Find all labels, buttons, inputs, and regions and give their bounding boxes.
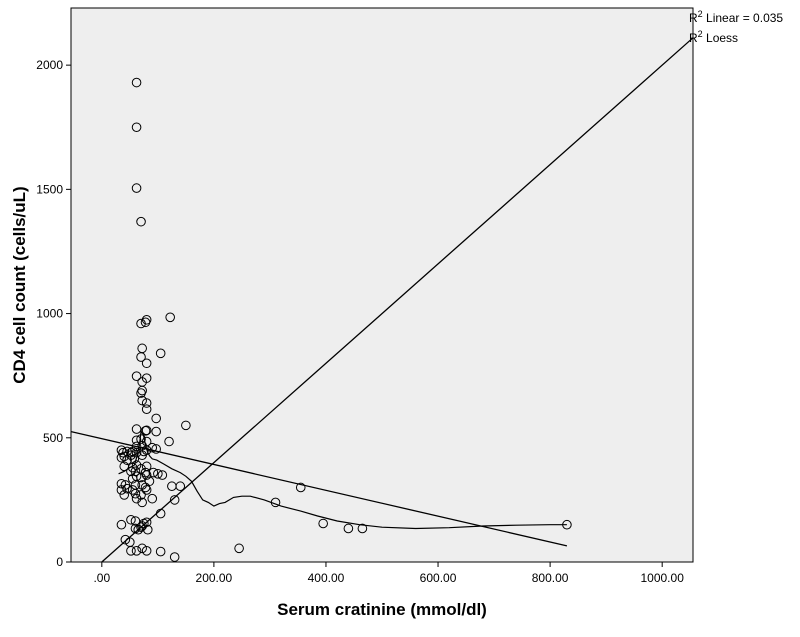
legend-entry: R2 Linear = 0.035 [689,9,783,25]
data-point [131,183,142,193]
data-point [141,546,152,556]
fit-lines [71,37,693,562]
legend-entry: R2 Loess [689,29,738,45]
x-axis-title: Serum cratinine (mmol/dl) [277,600,487,619]
data-point [131,371,142,381]
data-point [175,481,186,492]
x-tick-label: 200.00 [196,571,233,585]
data-point [120,534,131,545]
data-point [126,466,136,477]
linear-fit-line [101,37,693,562]
data-point [148,467,159,478]
data-point [116,485,127,495]
data-point [131,447,142,458]
data-point [136,318,146,329]
data-point [153,469,163,479]
data-point [157,470,168,480]
y-tick-label: 1000 [36,307,63,321]
data-point [136,522,146,533]
legend-label: Linear = 0.035 [703,11,784,25]
data-point [136,216,146,227]
y-tick-label: 0 [56,555,63,569]
data-point [122,483,132,494]
data-point [147,442,158,453]
data-point [562,519,572,530]
data-point [141,485,152,495]
data-point [116,445,127,456]
legend-superscript: 2 [698,9,703,19]
data-point [141,398,152,408]
data-point [343,523,354,534]
data-point [137,497,147,508]
x-tick-label: .00 [93,571,110,585]
data-point [164,436,174,447]
data-point [142,524,153,535]
legend-label: Loess [703,31,738,45]
data-point [116,452,127,463]
data-point [181,420,191,431]
data-point [136,434,146,444]
data-point [131,122,142,133]
data-point [151,444,161,454]
trend-line [71,430,568,547]
x-tick-label: 600.00 [420,571,457,585]
data-point [133,524,144,535]
data-point [165,312,175,323]
data-point [357,523,368,534]
data-point [116,478,127,489]
x-tick-label: 1000.00 [640,571,684,585]
data-point [169,552,180,562]
data-point [140,426,151,436]
data-point [270,497,281,508]
legend-superscript: 2 [698,29,703,39]
data-point [137,543,147,554]
x-tick-label: 800.00 [532,571,569,585]
y-axis: 0 500 1000 1500 2000 [36,58,71,569]
y-tick-label: 500 [43,431,63,445]
data-point [130,488,141,499]
data-point [141,404,152,415]
data-point [116,519,127,530]
data-point [155,546,166,557]
data-point [131,435,142,446]
y-axis-title: CD4 cell count (cells/uL) [10,186,29,383]
x-axis: .00 200.00 400.00 600.00 800.00 1000.00 [93,562,684,585]
data-point [119,490,130,500]
x-tick-label: 400.00 [308,571,345,585]
data-points [116,77,572,562]
data-point [126,514,136,525]
data-point [234,543,244,554]
data-point [151,426,161,437]
y-tick-label: 1500 [36,182,63,196]
data-point [141,470,152,480]
data-point [131,77,142,88]
data-point [136,352,146,362]
data-point [127,473,138,484]
loess-curve [118,430,567,530]
legend-r: R [689,31,698,45]
data-point [137,450,147,460]
data-point [137,395,147,406]
data-point [131,424,142,434]
data-point [122,455,132,465]
data-point [147,493,158,504]
data-point [140,317,151,328]
y-tick-label: 2000 [36,58,63,72]
data-point [295,482,306,493]
data-point [151,413,161,424]
data-point [141,358,152,369]
data-point [318,518,328,529]
data-point [155,348,166,359]
data-point [131,546,142,556]
data-point [169,495,180,505]
data-point [136,388,146,398]
data-point [126,546,136,556]
legend-r: R [689,11,698,25]
data-point [155,508,166,519]
